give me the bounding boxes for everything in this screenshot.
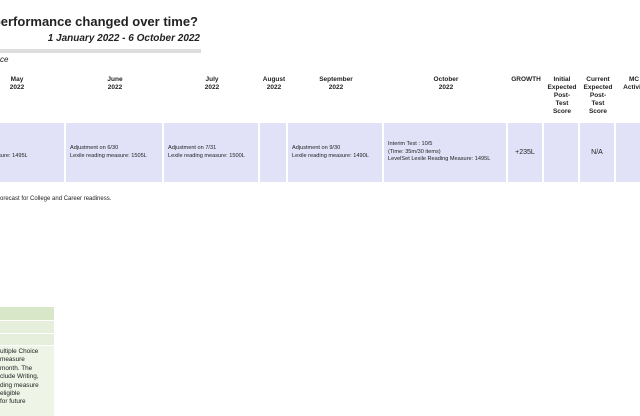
text-line: Test xyxy=(591,100,605,107)
text-line: +235L xyxy=(515,148,535,156)
text-line: 2022 xyxy=(328,84,344,91)
text-line: ultiple Choice xyxy=(0,348,39,355)
text-line: May xyxy=(10,76,24,83)
title: re performance changed over time? xyxy=(0,14,198,29)
text-line: ading measure: 1495L xyxy=(0,152,28,159)
text-line: Initial xyxy=(553,76,571,83)
column-header: August 2022 xyxy=(260,76,288,92)
panel-row xyxy=(0,334,54,345)
table-cell: Adjustment on 6/30 Lexile reading measure… xyxy=(66,123,162,182)
text-line: 2022 xyxy=(107,84,123,91)
text-line: 2022 xyxy=(266,84,282,91)
table-cell xyxy=(544,123,578,182)
text-line: Expected xyxy=(583,84,613,91)
text-line: June xyxy=(107,76,123,83)
table-cell: Adjustment on 9/30 Lexile reading measure… xyxy=(288,123,382,182)
text-line: LevelSet Lexile Reading Measure: 1495L xyxy=(388,156,491,163)
text-line: August xyxy=(262,76,286,83)
text-line: measure xyxy=(0,356,25,364)
text-line: Test xyxy=(555,100,569,107)
text-line: clude Writing, xyxy=(0,373,39,381)
text-line: N/A xyxy=(591,148,603,156)
text-line: Adjustment on 6/30 xyxy=(70,145,119,151)
column-header: October 2022 xyxy=(384,76,508,92)
column-header: Current Expected Post- Test Score xyxy=(580,76,616,116)
text-line: 2022 xyxy=(204,84,220,91)
column-header: GROWTH xyxy=(508,76,544,84)
table-cell: Interim Test : 10/5 (Time: 35m/30 items) L… xyxy=(384,123,506,182)
side-panel: ultiple Choice measure month. The clude Wri… xyxy=(0,346,54,416)
text-line: eligible xyxy=(0,390,20,398)
table-cell xyxy=(260,123,286,182)
table-cell: ent on 5/31ading measure: 1495L xyxy=(0,123,64,182)
panel-header xyxy=(0,307,54,320)
text-line: 2022 xyxy=(438,84,454,91)
table-cell: N/A xyxy=(580,123,614,182)
text-line: MC xyxy=(628,76,640,83)
text-line: Current xyxy=(586,76,610,83)
text-line: July xyxy=(205,76,219,83)
column-header: Initial Expected Post- Test Score xyxy=(544,76,580,116)
table-cell: Adjustment on 7/31 Lexile reading measure… xyxy=(164,123,258,182)
text-line: Expected xyxy=(547,84,577,91)
text-line: Lexile reading measure: 1490L xyxy=(292,152,369,159)
text-line: for future xyxy=(0,398,26,406)
column-header: MCActiviti xyxy=(616,76,640,92)
divider xyxy=(0,49,201,53)
text-line: 2022 xyxy=(9,84,25,91)
table-cell: +235L xyxy=(508,123,542,182)
text-line: Adjustment on 9/30 xyxy=(292,145,341,151)
column-header: September 2022 xyxy=(288,76,384,92)
text-line: GROWTH xyxy=(511,76,541,83)
text-line: Lexile reading measure: 1505L xyxy=(70,152,147,159)
text-line: ding measure xyxy=(0,381,39,389)
footnote: orecast for College and Career readiness… xyxy=(0,196,112,202)
text-line: Score xyxy=(552,108,572,115)
text-line: Score xyxy=(588,108,608,115)
text-line: Post- xyxy=(589,92,607,99)
text-line: Activiti xyxy=(623,84,640,91)
text-line: Post- xyxy=(553,92,571,99)
text-line: ent on 5/31 xyxy=(0,145,64,153)
subtitle: 1 January 2022 - 6 October 2022 xyxy=(47,33,200,44)
table-cell xyxy=(616,123,640,182)
text-line: (Time: 35m/30 items) xyxy=(388,148,441,155)
text-line: October xyxy=(433,76,459,83)
column-header: June 2022 xyxy=(66,76,164,92)
text-line: Interim Test : 10/5 xyxy=(388,141,433,148)
section-label: ce xyxy=(0,55,9,64)
panel-row xyxy=(0,321,54,333)
column-header: July 2022 xyxy=(164,76,260,92)
column-header: May 2022 xyxy=(0,76,66,92)
text-line: Adjustment on 7/31 xyxy=(168,145,217,151)
text-line: September xyxy=(319,76,353,83)
text-line: Lexile reading measure: 1500L xyxy=(168,152,245,159)
text-line: month. The xyxy=(0,364,33,372)
